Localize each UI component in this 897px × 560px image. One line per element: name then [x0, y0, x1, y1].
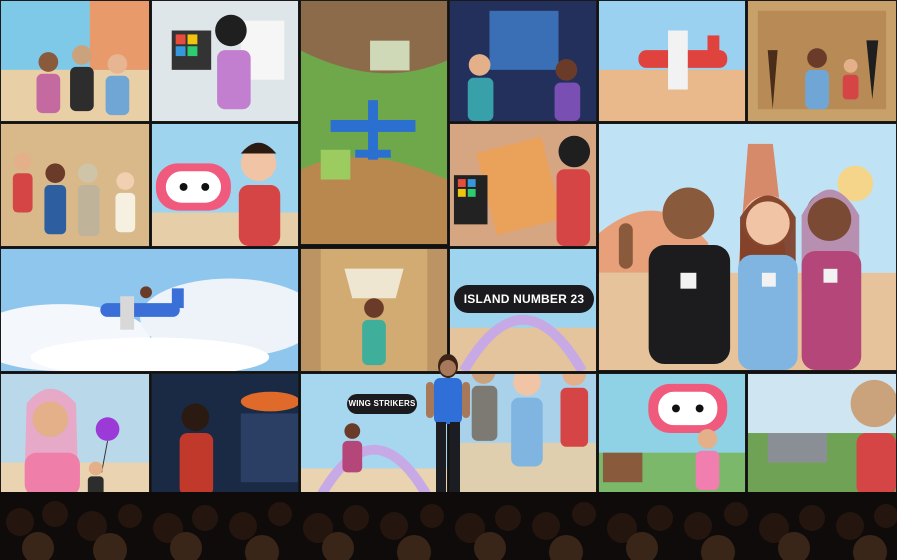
tile-island-sign: ISLAND NUMBER 23: [449, 248, 597, 372]
tile-wing-strikers: WING STRIKERS: [300, 373, 448, 497]
tile-red-plane: [598, 0, 746, 122]
tile-pink-hair-balloon: [0, 373, 150, 497]
tile-cloud-plane: [0, 248, 299, 372]
tile-three-avatars-stage: [449, 373, 597, 497]
island-number-sign: ISLAND NUMBER 23: [454, 285, 594, 313]
tile-museum-group: [0, 123, 150, 247]
tile-sand-gate: [300, 248, 448, 372]
tile-artist-palette: [449, 123, 597, 247]
tile-neon-room: [449, 0, 597, 122]
tile-painter: [151, 0, 299, 122]
tile-pink-character: [151, 123, 299, 247]
tile-plane-topdown: [300, 0, 448, 245]
tile-dark-stage: [151, 373, 299, 497]
tile-closeup-man: [747, 373, 897, 497]
video-wall: ISLAND NUMBER 23 WING STR: [0, 0, 897, 497]
tile-beach-trio: [0, 0, 150, 122]
wing-strikers-sign: WING STRIKERS: [347, 394, 417, 414]
tile-big-trio: [598, 123, 897, 371]
tile-sand-castle: [747, 0, 897, 122]
presenter: [426, 354, 470, 494]
tile-pink-character-small: [598, 373, 746, 497]
audience: [0, 492, 897, 560]
